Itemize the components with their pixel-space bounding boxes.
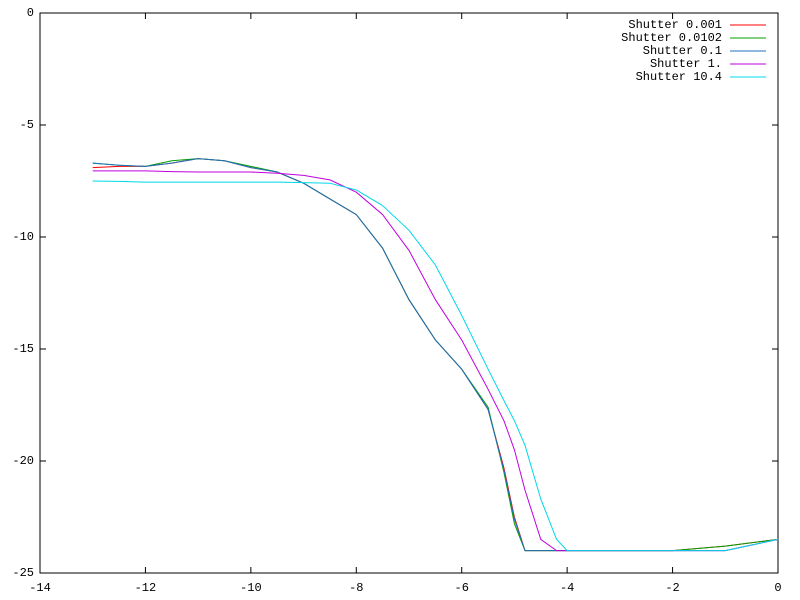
y-tick-label: -25 bbox=[12, 566, 34, 580]
x-tick-label: -6 bbox=[455, 581, 469, 595]
x-tick-label: 0 bbox=[774, 581, 781, 595]
legend-label: Shutter 0.1 bbox=[643, 44, 722, 58]
y-tick-label: -10 bbox=[12, 230, 34, 244]
x-tick-label: -2 bbox=[665, 581, 679, 595]
legend-label: Shutter 0.001 bbox=[628, 18, 722, 32]
y-tick-label: -15 bbox=[12, 342, 34, 356]
series-line bbox=[92, 170, 779, 552]
x-tick-label: -14 bbox=[29, 581, 51, 595]
x-tick-label: -10 bbox=[240, 581, 262, 595]
y-tick-label: 0 bbox=[27, 6, 34, 20]
y-tick-label: -5 bbox=[20, 118, 34, 132]
legend-label: Shutter 1. bbox=[650, 57, 722, 71]
x-tick-label: -8 bbox=[349, 581, 363, 595]
x-tick-label: -12 bbox=[135, 581, 157, 595]
series-line bbox=[92, 180, 779, 552]
legend-label: Shutter 10.4 bbox=[636, 70, 722, 84]
x-tick-label: -4 bbox=[560, 581, 574, 595]
legend-label: Shutter 0.0102 bbox=[621, 31, 722, 45]
series-line bbox=[92, 158, 779, 552]
y-tick-label: -20 bbox=[12, 454, 34, 468]
series-line bbox=[92, 158, 779, 552]
series-line bbox=[92, 158, 779, 552]
plot-frame bbox=[39, 12, 779, 574]
